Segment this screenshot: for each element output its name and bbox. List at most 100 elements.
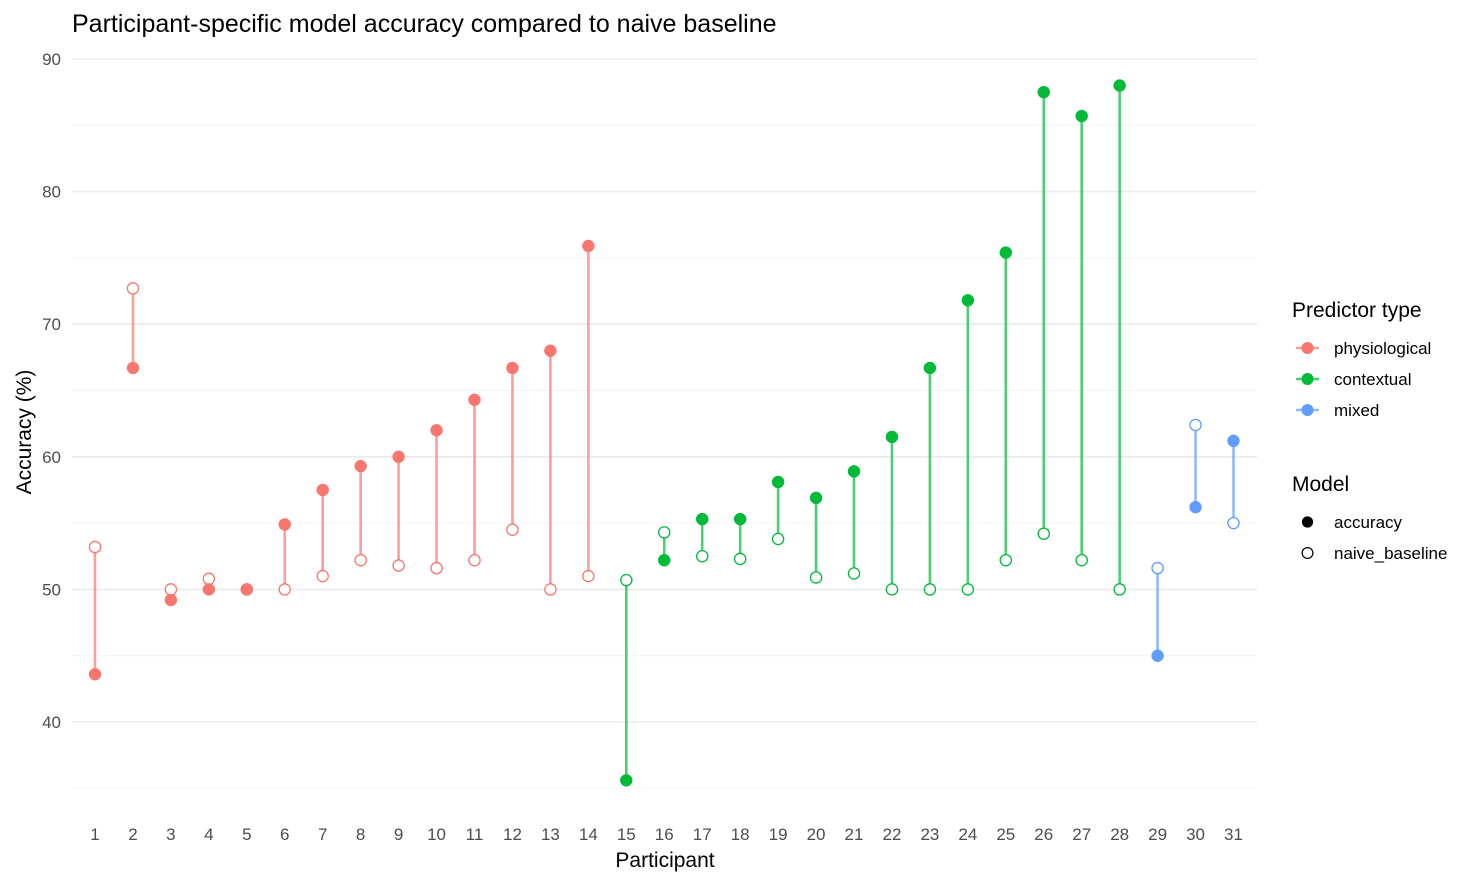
accuracy-point bbox=[278, 518, 291, 531]
accuracy-point bbox=[392, 450, 405, 464]
naive-baseline-point bbox=[544, 583, 557, 596]
naive-baseline-point bbox=[430, 561, 443, 575]
accuracy-point bbox=[240, 583, 254, 596]
accuracy-point bbox=[506, 361, 519, 375]
naive-baseline-point bbox=[923, 583, 937, 596]
legend-entry-naive_baseline: naive_baseline bbox=[1301, 544, 1447, 563]
naive-baseline-point bbox=[1113, 583, 1126, 596]
legend-label: contextual bbox=[1334, 370, 1412, 389]
legend-key-point bbox=[1301, 404, 1314, 416]
accuracy-point bbox=[544, 344, 557, 357]
x-axis-ticks: 1 2 3 4 5 6 7 8 9 10 11 12 13 14 15 16 17 18 19 20 21 22 23 24 2… bbox=[90, 825, 1243, 844]
data-points bbox=[88, 79, 1240, 787]
x-tick-label: 10 bbox=[427, 825, 446, 844]
naive-baseline-point bbox=[354, 553, 367, 567]
accuracy-point bbox=[354, 459, 367, 473]
naive-baseline-point bbox=[468, 553, 481, 567]
x-tick-label: 15 bbox=[617, 825, 636, 844]
accuracy-point bbox=[316, 483, 329, 497]
naive-baseline-point bbox=[126, 282, 140, 295]
legend-entry-mixed: mixed bbox=[1296, 401, 1379, 420]
x-tick-label: 8 bbox=[356, 825, 365, 844]
x-tick-label: 9 bbox=[394, 825, 403, 844]
x-tick-label: 20 bbox=[807, 825, 826, 844]
naive-baseline-point bbox=[164, 583, 178, 596]
accuracy-point bbox=[1037, 85, 1050, 99]
accuracy-point bbox=[164, 593, 178, 607]
x-tick-label: 17 bbox=[693, 825, 712, 844]
x-tick-label: 30 bbox=[1186, 825, 1205, 844]
dumbbell-segments bbox=[93, 85, 1235, 781]
accuracy-point bbox=[771, 475, 785, 489]
accuracy-point bbox=[847, 465, 861, 478]
y-tick-label: 40 bbox=[42, 713, 61, 732]
accuracy-point bbox=[582, 239, 595, 253]
x-tick-label: 23 bbox=[920, 825, 939, 844]
naive-baseline-point bbox=[1189, 418, 1202, 432]
accuracy-point bbox=[923, 361, 937, 375]
accuracy-point bbox=[885, 430, 899, 444]
naive-baseline-point bbox=[847, 567, 861, 580]
x-tick-label: 16 bbox=[655, 825, 674, 844]
grid-lines bbox=[72, 58, 1257, 789]
accuracy-point bbox=[126, 361, 140, 375]
accuracy-point bbox=[1189, 500, 1202, 514]
accuracy-point bbox=[1151, 649, 1164, 662]
legend-key-filled-circle bbox=[1301, 516, 1314, 528]
accuracy-point bbox=[695, 512, 709, 526]
naive-baseline-point bbox=[1037, 527, 1051, 540]
naive-baseline-point bbox=[771, 532, 785, 546]
naive-baseline-point bbox=[88, 540, 102, 554]
y-tick-label: 60 bbox=[42, 448, 61, 467]
x-tick-label: 27 bbox=[1072, 825, 1091, 844]
naive-baseline-point bbox=[582, 569, 595, 583]
accuracy-point bbox=[88, 668, 102, 681]
x-tick-label: 1 bbox=[90, 825, 99, 844]
legend-predictor-type: Predictor type physiological contextual mi… bbox=[1292, 299, 1431, 420]
naive-baseline-point bbox=[1151, 561, 1164, 575]
y-tick-label: 70 bbox=[42, 315, 61, 334]
x-axis-title: Participant bbox=[615, 849, 714, 872]
accuracy-point bbox=[468, 393, 481, 407]
naive-baseline-point bbox=[506, 523, 519, 536]
legend-model-entries: accuracy naive_baseline bbox=[1301, 513, 1447, 563]
legend-key-open-circle bbox=[1301, 546, 1314, 559]
x-tick-label: 5 bbox=[242, 825, 251, 844]
accuracy-point bbox=[430, 424, 443, 437]
accuracy-point bbox=[620, 774, 633, 787]
accuracy-point bbox=[809, 491, 823, 505]
accuracy-point bbox=[999, 246, 1013, 259]
x-tick-label: 26 bbox=[1034, 825, 1053, 844]
accuracy-point bbox=[733, 512, 747, 526]
naive-baseline-point bbox=[809, 571, 823, 584]
chart-title: Participant-specific model accuracy comp… bbox=[72, 10, 777, 38]
legend-predictor-title: Predictor type bbox=[1292, 299, 1422, 322]
x-tick-label: 22 bbox=[882, 825, 901, 844]
naive-baseline-point bbox=[392, 559, 405, 572]
legend-predictor-entries: physiological contextual mixed bbox=[1296, 339, 1431, 420]
y-tick-label: 50 bbox=[42, 580, 61, 599]
x-tick-label: 4 bbox=[204, 825, 213, 844]
x-tick-label: 19 bbox=[769, 825, 788, 844]
y-axis-ticks: 40 50 60 70 80 90 bbox=[42, 50, 61, 732]
naive-baseline-point bbox=[1075, 553, 1088, 567]
legend-key-point bbox=[1301, 373, 1314, 385]
naive-baseline-point bbox=[885, 583, 899, 596]
x-tick-label: 14 bbox=[579, 825, 598, 844]
legend-label: naive_baseline bbox=[1334, 544, 1447, 563]
x-tick-label: 13 bbox=[541, 825, 560, 844]
legend-label: physiological bbox=[1334, 339, 1431, 358]
x-tick-label: 18 bbox=[731, 825, 750, 844]
legend-key-point bbox=[1301, 342, 1314, 354]
y-tick-label: 80 bbox=[42, 183, 61, 202]
naive-baseline-point bbox=[999, 553, 1013, 567]
x-tick-label: 28 bbox=[1110, 825, 1129, 844]
y-axis-title: Accuracy (%) bbox=[13, 370, 36, 495]
naive-baseline-point bbox=[733, 552, 747, 566]
x-tick-label: 12 bbox=[503, 825, 522, 844]
legend-entry-physiological: physiological bbox=[1296, 339, 1431, 358]
legend-label: mixed bbox=[1334, 401, 1379, 420]
legend-model: Model accuracy naive_baseline bbox=[1292, 473, 1447, 563]
y-tick-label: 90 bbox=[42, 50, 61, 69]
